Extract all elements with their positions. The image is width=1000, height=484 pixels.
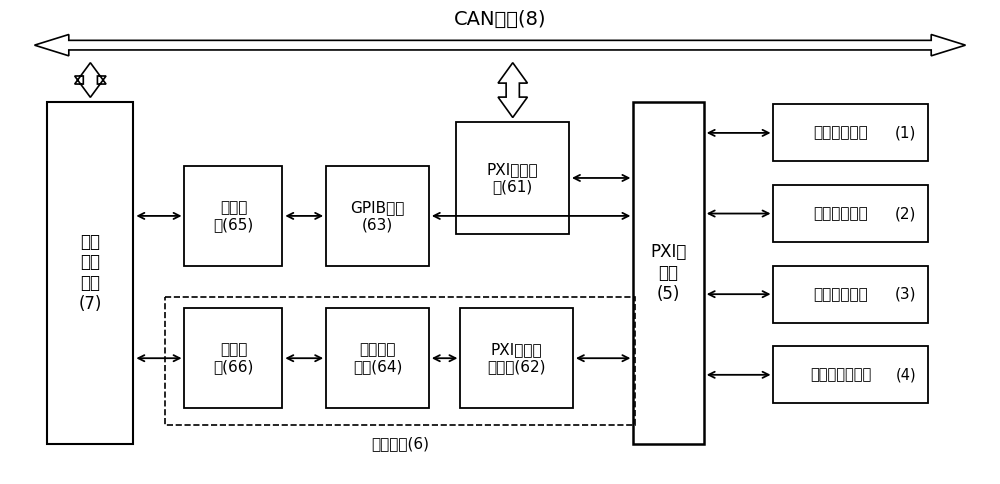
Text: 电机
控制
电路
(7): 电机 控制 电路 (7) [79, 233, 102, 313]
Bar [773, 185, 928, 242]
Text: PXI通讯板
卡(61): PXI通讯板 卡(61) [487, 162, 539, 194]
Text: (4): (4) [896, 367, 916, 382]
Polygon shape [34, 34, 966, 56]
Text: PXI数据采
集板卡(62): PXI数据采 集板卡(62) [487, 342, 546, 375]
Bar [456, 122, 569, 234]
Text: 程控电
源(65): 程控电 源(65) [213, 200, 254, 232]
Polygon shape [75, 63, 106, 97]
Text: GPIB端口
(63): GPIB端口 (63) [350, 200, 405, 232]
Bar [773, 347, 928, 403]
Bar [773, 105, 928, 161]
Bar [633, 102, 704, 443]
Text: (2): (2) [895, 206, 916, 221]
Bar [326, 166, 429, 266]
Text: 数据采集(6): 数据采集(6) [371, 436, 429, 451]
Bar [47, 102, 133, 443]
Text: 信号采集
端子(64): 信号采集 端子(64) [353, 342, 402, 375]
Text: PXI工
控机
(5): PXI工 控机 (5) [650, 243, 687, 302]
Text: 测试设置单元: 测试设置单元 [814, 125, 868, 140]
Text: (1): (1) [895, 125, 916, 140]
Bar [165, 297, 635, 424]
Bar [184, 308, 282, 408]
Bar [460, 308, 573, 408]
Text: CAN总线(8): CAN总线(8) [454, 10, 546, 29]
Text: 结果显示单元: 结果显示单元 [814, 287, 868, 302]
Polygon shape [498, 63, 527, 118]
Bar [773, 266, 928, 323]
Bar [326, 308, 429, 408]
Text: 接口电
路(66): 接口电 路(66) [213, 342, 254, 375]
Text: 数据处理单元: 数据处理单元 [814, 206, 868, 221]
Text: 数据库管理单元: 数据库管理单元 [810, 367, 872, 382]
Bar [184, 166, 282, 266]
Text: (3): (3) [895, 287, 916, 302]
